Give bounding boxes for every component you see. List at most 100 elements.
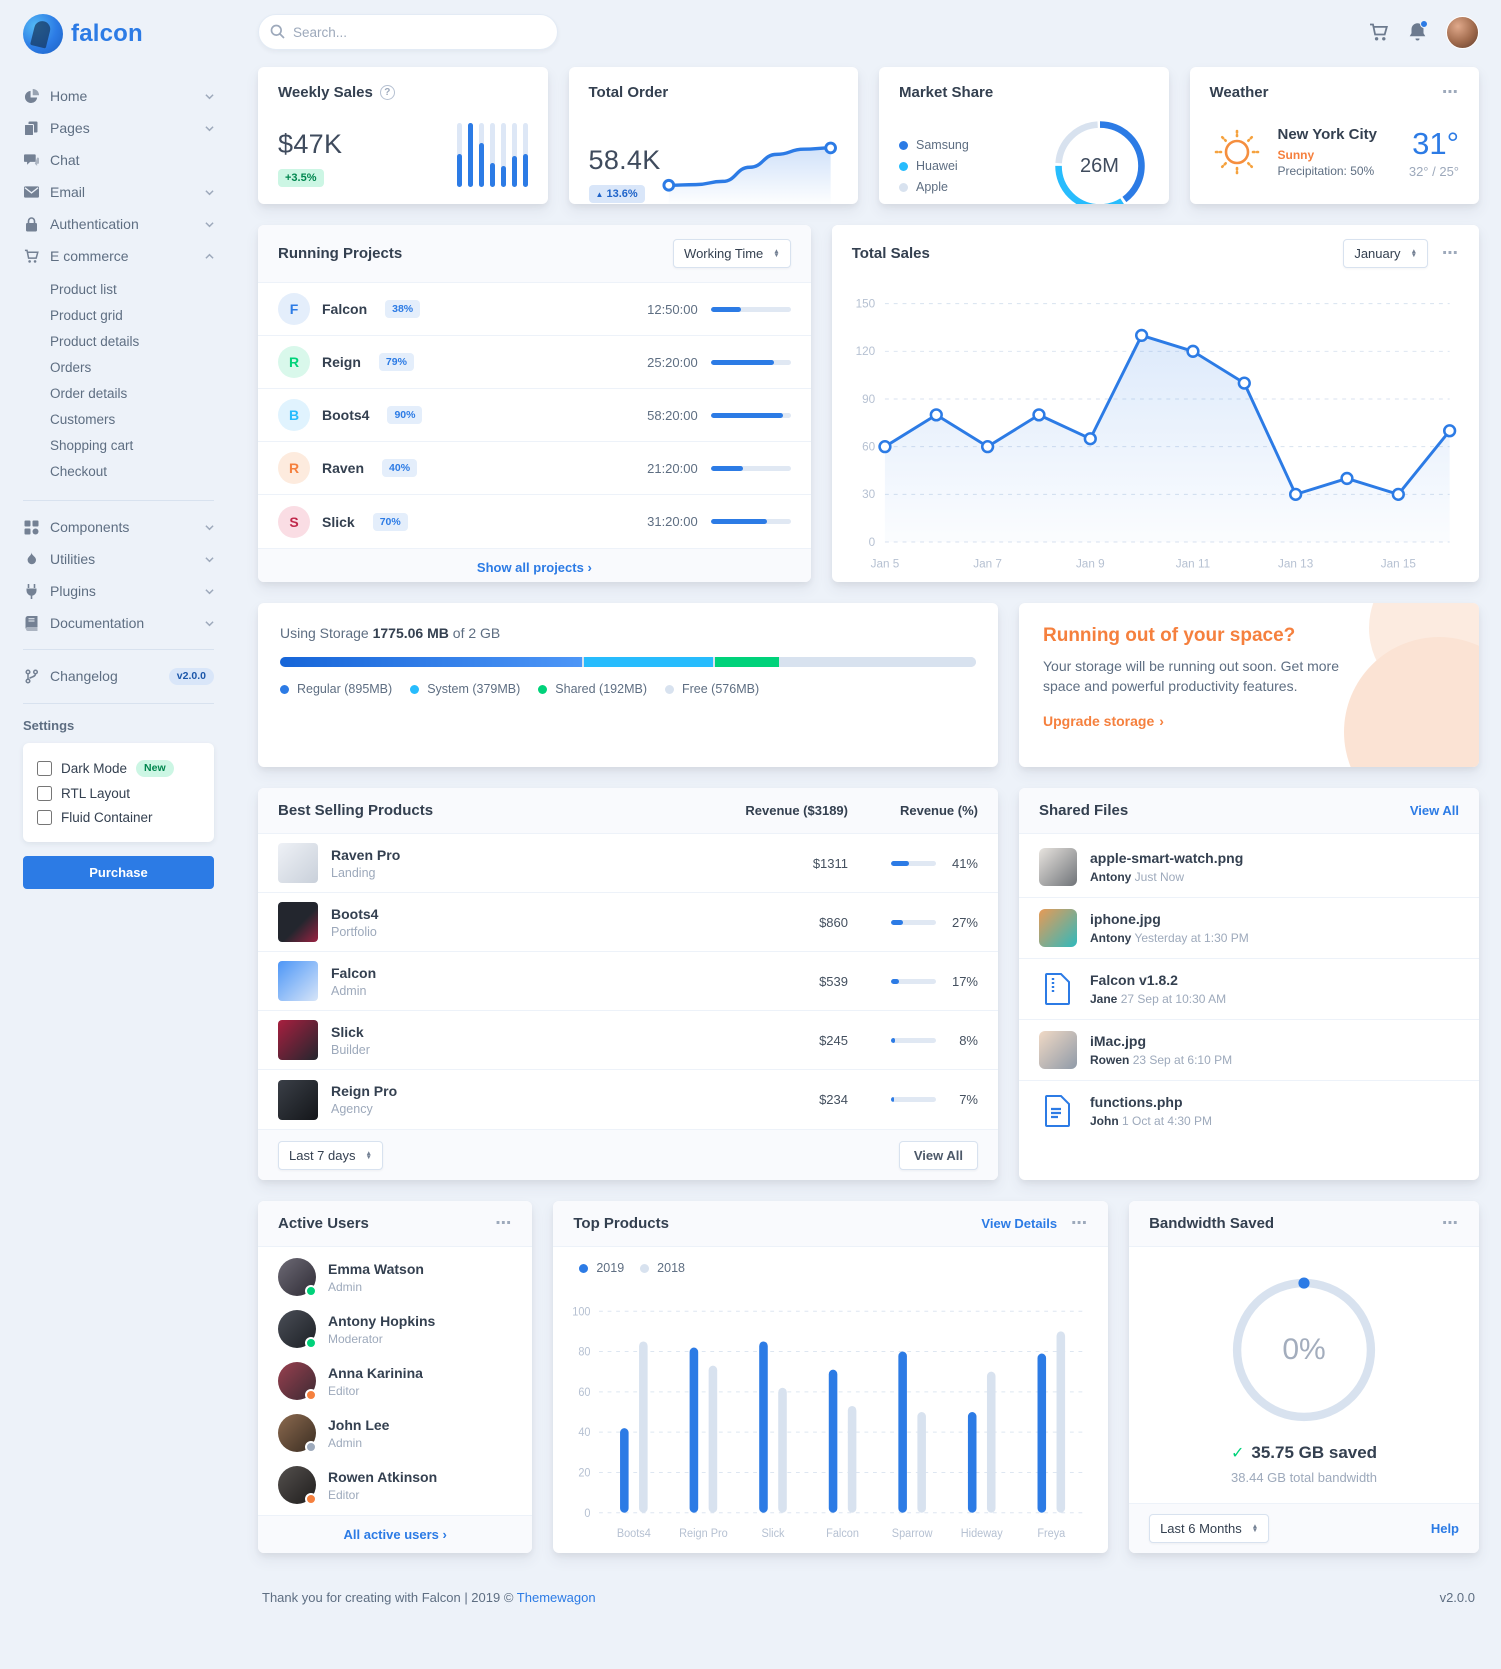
sidebar-subitem-checkout[interactable]: Checkout bbox=[50, 463, 108, 479]
sidebar-item-chat[interactable]: Chat bbox=[23, 144, 214, 176]
last-6-months-select[interactable]: Last 6 Months ▲ ▼ bbox=[1149, 1514, 1270, 1543]
sidebar-subitem-product-grid[interactable]: Product grid bbox=[50, 307, 123, 323]
products-files-row: Best Selling Products Revenue ($3189) Re… bbox=[258, 788, 1479, 1180]
project-avatar[interactable]: S bbox=[278, 505, 310, 538]
product-name-link[interactable]: Falcon bbox=[331, 964, 377, 981]
card-menu-icon[interactable]: ⋯ bbox=[1071, 1214, 1089, 1232]
project-name-link[interactable]: Raven bbox=[322, 460, 365, 476]
code-file-icon[interactable] bbox=[1039, 1092, 1077, 1130]
product-name-link[interactable]: Reign Pro bbox=[331, 1083, 398, 1099]
sidebar-item-utilities[interactable]: Utilities bbox=[23, 543, 214, 575]
brand-name: falcon bbox=[71, 20, 143, 47]
svg-text:Freya: Freya bbox=[1038, 1528, 1067, 1540]
card-menu-icon[interactable]: ⋯ bbox=[495, 1214, 513, 1232]
project-name-link[interactable]: Falcon bbox=[322, 301, 368, 317]
dark-mode-option[interactable]: Dark Mode New bbox=[37, 756, 200, 782]
storage-segment bbox=[781, 657, 976, 667]
revenue-pct-bar bbox=[891, 1037, 936, 1043]
svg-text:30: 30 bbox=[862, 488, 876, 501]
sidebar-item-changelog[interactable]: Changelog v2.0.0 bbox=[23, 660, 214, 693]
month-select[interactable]: January ▲ ▼ bbox=[1343, 239, 1428, 268]
active-users-card: Active Users ⋯ Emma Watson Admin Antony H… bbox=[258, 1201, 533, 1553]
help-link[interactable]: Help bbox=[1430, 1521, 1459, 1536]
dark-mode-checkbox[interactable] bbox=[37, 760, 52, 776]
user-avatar[interactable] bbox=[1446, 15, 1479, 49]
sidebar-item-pages[interactable]: Pages bbox=[23, 112, 214, 144]
product-name-link[interactable]: Slick bbox=[331, 1023, 364, 1040]
legend-label: Shared (192MB) bbox=[555, 682, 647, 696]
product-thumbnail[interactable] bbox=[278, 1020, 318, 1060]
sidebar-item-ecommerce[interactable]: E commerce bbox=[23, 240, 214, 272]
zip-file-icon[interactable] bbox=[1039, 970, 1077, 1008]
sidebar-subitem-shopping-cart[interactable]: Shopping cart bbox=[50, 437, 134, 453]
file-name-link[interactable]: functions.php bbox=[1090, 1094, 1183, 1110]
shopping-cart-icon[interactable] bbox=[1369, 23, 1389, 42]
user-name-link[interactable]: Anna Karinina bbox=[328, 1364, 423, 1381]
avatar[interactable] bbox=[278, 1362, 317, 1401]
file-thumbnail[interactable] bbox=[1039, 848, 1077, 886]
user-name-link[interactable]: Antony Hopkins bbox=[328, 1312, 436, 1329]
rtl-layout-checkbox[interactable] bbox=[37, 785, 52, 801]
fluid-container-checkbox[interactable] bbox=[37, 809, 52, 825]
view-all-button[interactable]: View All bbox=[898, 1141, 978, 1170]
sidebar-item-plugins[interactable]: Plugins bbox=[23, 575, 214, 607]
user-name-link[interactable]: John Lee bbox=[328, 1416, 390, 1433]
file-thumbnail[interactable] bbox=[1039, 1031, 1077, 1069]
product-thumbnail[interactable] bbox=[278, 843, 318, 883]
card-menu-icon[interactable]: ⋯ bbox=[1442, 1214, 1459, 1232]
help-icon[interactable]: ? bbox=[379, 85, 395, 100]
file-name-link[interactable]: Falcon v1.8.2 bbox=[1090, 972, 1178, 988]
card-menu-icon[interactable]: ⋯ bbox=[1442, 83, 1459, 101]
file-name-link[interactable]: iphone.jpg bbox=[1090, 911, 1161, 927]
sidebar-item-authentication[interactable]: Authentication bbox=[23, 208, 214, 240]
project-name-link[interactable]: Reign bbox=[322, 354, 361, 370]
view-details-link[interactable]: View Details bbox=[981, 1216, 1058, 1231]
product-name-link[interactable]: Raven Pro bbox=[331, 846, 401, 863]
all-active-users-link[interactable]: All active users › bbox=[344, 1527, 447, 1542]
file-thumbnail[interactable] bbox=[1039, 909, 1077, 947]
purchase-button[interactable]: Purchase bbox=[23, 856, 214, 889]
storage-used: 1775.06 MB bbox=[372, 625, 449, 641]
fire-icon bbox=[23, 551, 39, 567]
card-menu-icon[interactable]: ⋯ bbox=[1442, 244, 1459, 262]
product-thumbnail[interactable] bbox=[278, 1079, 318, 1120]
fluid-container-option[interactable]: Fluid Container bbox=[37, 805, 200, 829]
working-time-select[interactable]: Working Time ▲ ▼ bbox=[673, 239, 791, 268]
product-name-link[interactable]: Boots4 bbox=[331, 905, 379, 922]
sidebar-subitem-product-list[interactable]: Product list bbox=[50, 281, 117, 297]
avatar[interactable] bbox=[278, 1414, 317, 1453]
upgrade-storage-link[interactable]: Upgrade storage › bbox=[1043, 713, 1455, 729]
file-name-link[interactable]: apple-smart-watch.png bbox=[1090, 850, 1244, 866]
project-name-link[interactable]: Slick bbox=[322, 513, 355, 530]
bell-icon[interactable] bbox=[1408, 20, 1428, 42]
last-7-days-select[interactable]: Last 7 days ▲ ▼ bbox=[278, 1141, 383, 1170]
search-input[interactable] bbox=[258, 14, 558, 50]
show-all-projects-link[interactable]: Show all projects › bbox=[477, 560, 592, 575]
brand-logo[interactable]: falcon bbox=[23, 14, 214, 54]
project-avatar[interactable]: R bbox=[278, 452, 310, 484]
avatar[interactable] bbox=[278, 1466, 317, 1505]
sidebar-item-home[interactable]: Home bbox=[23, 80, 214, 112]
sidebar-item-documentation[interactable]: Documentation bbox=[23, 607, 214, 639]
sidebar-item-email[interactable]: Email bbox=[23, 176, 214, 208]
avatar[interactable] bbox=[278, 1258, 317, 1297]
rtl-layout-option[interactable]: RTL Layout bbox=[37, 781, 200, 805]
project-avatar[interactable]: R bbox=[278, 346, 310, 378]
user-name-link[interactable]: Emma Watson bbox=[328, 1260, 424, 1277]
product-thumbnail[interactable] bbox=[278, 902, 318, 942]
file-name-link[interactable]: iMac.jpg bbox=[1090, 1033, 1147, 1049]
sidebar-subitem-product-details[interactable]: Product details bbox=[50, 333, 140, 349]
sidebar-subitem-order-details[interactable]: Order details bbox=[50, 385, 128, 401]
project-name-link[interactable]: Boots4 bbox=[322, 407, 370, 423]
project-avatar[interactable]: F bbox=[278, 293, 310, 325]
sidebar-subitem-orders[interactable]: Orders bbox=[50, 359, 92, 375]
view-all-link[interactable]: View All bbox=[1409, 803, 1459, 818]
avatar[interactable] bbox=[278, 1310, 317, 1349]
sidebar-subitem-customers[interactable]: Customers bbox=[50, 411, 116, 427]
themewagon-link[interactable]: Themewagon bbox=[516, 1590, 596, 1605]
user-name-link[interactable]: Rowen Atkinson bbox=[328, 1468, 438, 1485]
product-thumbnail[interactable] bbox=[278, 961, 318, 1001]
list-item: Emma Watson Admin bbox=[258, 1251, 532, 1303]
project-avatar[interactable]: B bbox=[278, 399, 310, 431]
sidebar-item-components[interactable]: Components bbox=[23, 511, 214, 543]
